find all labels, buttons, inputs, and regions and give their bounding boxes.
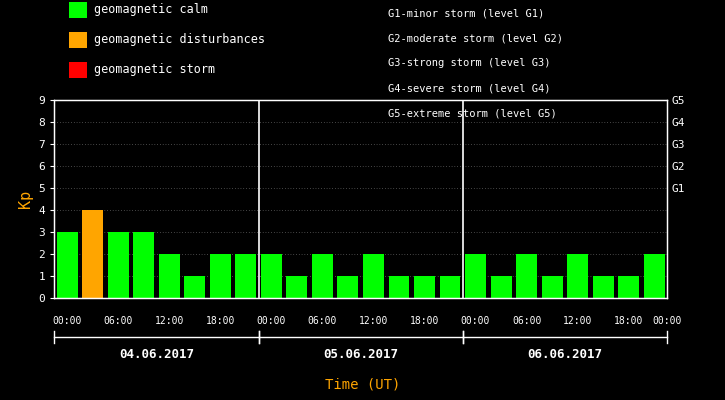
Bar xyxy=(159,254,180,298)
Bar xyxy=(236,254,256,298)
Text: 06:00: 06:00 xyxy=(512,316,542,326)
Text: G3-strong storm (level G3): G3-strong storm (level G3) xyxy=(388,58,550,68)
Text: G4-severe storm (level G4): G4-severe storm (level G4) xyxy=(388,83,550,93)
Bar xyxy=(286,276,307,298)
Text: 12:00: 12:00 xyxy=(359,316,388,326)
Bar xyxy=(108,232,128,298)
Bar xyxy=(389,276,410,298)
Text: Time (UT): Time (UT) xyxy=(325,378,400,392)
Bar xyxy=(337,276,358,298)
Bar xyxy=(312,254,333,298)
Text: 06.06.2017: 06.06.2017 xyxy=(527,348,602,361)
Bar xyxy=(465,254,486,298)
Text: 06:00: 06:00 xyxy=(307,316,337,326)
Bar xyxy=(542,276,563,298)
Text: 05.06.2017: 05.06.2017 xyxy=(323,348,398,361)
Text: 06:00: 06:00 xyxy=(104,316,133,326)
Bar xyxy=(644,254,665,298)
Text: 04.06.2017: 04.06.2017 xyxy=(119,348,194,361)
Bar xyxy=(439,276,460,298)
Text: geomagnetic disturbances: geomagnetic disturbances xyxy=(94,34,265,46)
Bar xyxy=(618,276,639,298)
Bar xyxy=(414,276,435,298)
Text: 00:00: 00:00 xyxy=(461,316,490,326)
Bar xyxy=(516,254,537,298)
Bar xyxy=(491,276,512,298)
Text: 00:00: 00:00 xyxy=(52,316,82,326)
Bar xyxy=(567,254,588,298)
Text: 00:00: 00:00 xyxy=(652,316,682,326)
Bar xyxy=(57,232,78,298)
Text: 18:00: 18:00 xyxy=(614,316,643,326)
Bar xyxy=(82,210,103,298)
Text: G5-extreme storm (level G5): G5-extreme storm (level G5) xyxy=(388,108,557,118)
Bar xyxy=(133,232,154,298)
Text: geomagnetic calm: geomagnetic calm xyxy=(94,4,208,16)
Text: G1-minor storm (level G1): G1-minor storm (level G1) xyxy=(388,9,544,19)
Bar xyxy=(593,276,613,298)
Text: 00:00: 00:00 xyxy=(257,316,286,326)
Text: 18:00: 18:00 xyxy=(410,316,439,326)
Text: 12:00: 12:00 xyxy=(154,316,184,326)
Bar xyxy=(363,254,384,298)
Bar xyxy=(210,254,231,298)
Text: geomagnetic storm: geomagnetic storm xyxy=(94,64,215,76)
Text: 12:00: 12:00 xyxy=(563,316,592,326)
Bar xyxy=(261,254,282,298)
Y-axis label: Kp: Kp xyxy=(18,190,33,208)
Text: 18:00: 18:00 xyxy=(206,316,235,326)
Text: G2-moderate storm (level G2): G2-moderate storm (level G2) xyxy=(388,34,563,44)
Bar xyxy=(184,276,205,298)
